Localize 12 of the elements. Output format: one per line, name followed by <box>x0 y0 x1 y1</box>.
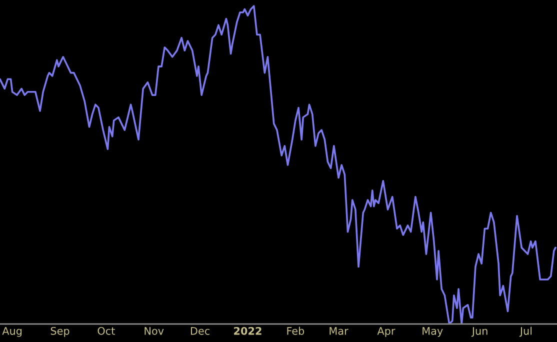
x-tick-label: Aug <box>2 327 22 337</box>
x-tick-label: Mar <box>330 327 348 335</box>
x-tick-label: 2022 <box>234 326 262 335</box>
x-tick-label: Apr <box>377 327 396 337</box>
x-tick-label: Jun <box>471 327 488 337</box>
x-tick-label: Jul <box>519 326 532 337</box>
x-tick-label: Feb <box>287 326 304 335</box>
x-tick-label: Dec <box>190 327 210 335</box>
x-tick-label: May <box>422 327 443 337</box>
x-tick-label: Nov <box>144 327 164 335</box>
x-tick-label: Oct <box>98 326 115 335</box>
x-tick-label: Sep <box>50 326 70 337</box>
